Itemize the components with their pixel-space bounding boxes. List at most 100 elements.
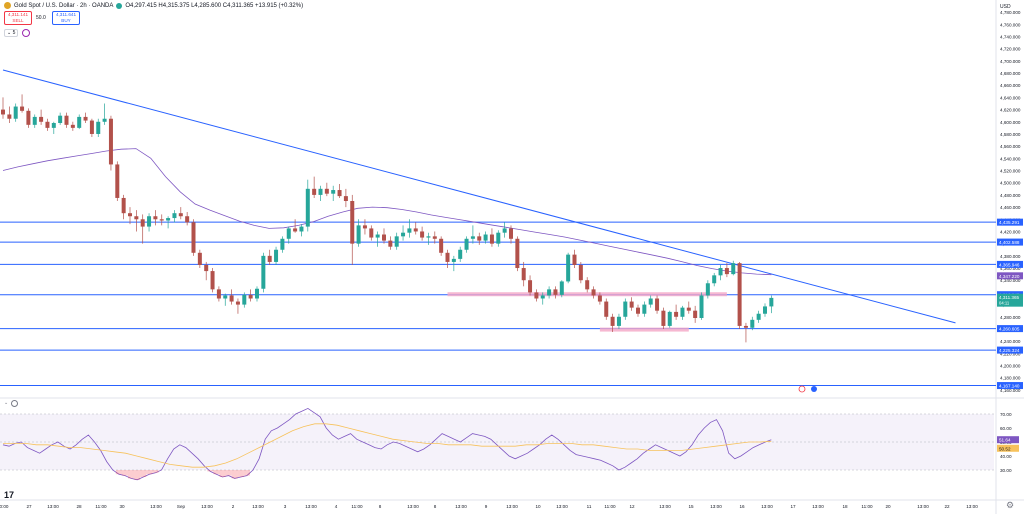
candle-body[interactable]: [204, 264, 209, 272]
candle-body[interactable]: [489, 234, 494, 244]
candle-body[interactable]: [70, 124, 75, 128]
candle-body[interactable]: [96, 121, 101, 134]
candle-body[interactable]: [178, 213, 183, 217]
candle-body[interactable]: [655, 298, 660, 311]
candle-body[interactable]: [242, 294, 247, 305]
candle-body[interactable]: [553, 289, 558, 295]
candle-body[interactable]: [763, 306, 767, 314]
candle-body[interactable]: [299, 226, 304, 232]
candle-body[interactable]: [445, 252, 450, 262]
sell-button[interactable]: 4,311.141 SELL: [4, 11, 32, 25]
candle-body[interactable]: [648, 298, 653, 305]
candle-body[interactable]: [540, 295, 545, 299]
candle-body[interactable]: [686, 307, 691, 311]
candle-body[interactable]: [566, 254, 571, 282]
candle-body[interactable]: [20, 106, 25, 111]
candle-body[interactable]: [420, 231, 425, 238]
candle-body[interactable]: [407, 228, 412, 233]
candle-body[interactable]: [51, 123, 56, 128]
candle-body[interactable]: [45, 121, 50, 128]
candle-body[interactable]: [343, 196, 348, 201]
candle-body[interactable]: [521, 268, 526, 281]
candle-body[interactable]: [591, 289, 596, 296]
candle-body[interactable]: [769, 297, 774, 307]
trend-line[interactable]: [2, 69, 956, 324]
candle-body[interactable]: [458, 249, 463, 259]
candle-body[interactable]: [718, 268, 723, 276]
candle-body[interactable]: [223, 295, 228, 299]
support-zone[interactable]: [447, 292, 727, 297]
candle-body[interactable]: [680, 307, 685, 317]
support-zone[interactable]: [599, 327, 689, 332]
candle-body[interactable]: [115, 164, 120, 198]
candle-body[interactable]: [280, 238, 285, 250]
candle-body[interactable]: [153, 216, 158, 220]
candle-body[interactable]: [496, 232, 501, 244]
candle-body[interactable]: [604, 301, 609, 317]
candle-body[interactable]: [312, 188, 317, 195]
candle-body[interactable]: [305, 188, 310, 227]
candle-body[interactable]: [629, 301, 634, 308]
candle-body[interactable]: [350, 201, 355, 244]
candle-body[interactable]: [7, 114, 12, 119]
candle-body[interactable]: [559, 281, 564, 295]
candle-body[interactable]: [667, 311, 672, 326]
candle-body[interactable]: [331, 190, 336, 194]
event-flag-icon[interactable]: [798, 385, 806, 393]
candle-body[interactable]: [337, 190, 342, 197]
candle-body[interactable]: [470, 236, 475, 239]
candle-body[interactable]: [147, 216, 152, 227]
candle-body[interactable]: [547, 289, 552, 296]
candle-body[interactable]: [216, 289, 221, 299]
candle-body[interactable]: [134, 216, 139, 220]
buy-button[interactable]: 4,311.641 BUY: [52, 11, 80, 25]
candle-body[interactable]: [426, 236, 431, 238]
candle-body[interactable]: [610, 316, 615, 326]
candle-body[interactable]: [26, 110, 31, 125]
candle-body[interactable]: [394, 236, 399, 247]
candle-body[interactable]: [185, 216, 190, 223]
rsi-chevron-icon[interactable]: ⌄: [4, 400, 9, 406]
candle-body[interactable]: [102, 118, 107, 122]
candle-body[interactable]: [401, 232, 406, 237]
candle-body[interactable]: [597, 295, 602, 302]
candle-body[interactable]: [83, 116, 88, 121]
candle-body[interactable]: [616, 316, 621, 326]
candle-body[interactable]: [197, 252, 202, 265]
candle-body[interactable]: [375, 234, 380, 238]
candle-body[interactable]: [756, 313, 761, 320]
candle-body[interactable]: [528, 280, 533, 293]
candle-body[interactable]: [89, 120, 94, 134]
candle-body[interactable]: [267, 255, 272, 262]
candle-body[interactable]: [509, 228, 513, 239]
candle-body[interactable]: [235, 301, 240, 305]
candle-body[interactable]: [382, 234, 386, 241]
candle-body[interactable]: [674, 311, 679, 317]
candle-body[interactable]: [1, 109, 5, 115]
candle-body[interactable]: [140, 219, 145, 227]
gear-icon[interactable]: ⚙: [1006, 500, 1015, 510]
candle-body[interactable]: [77, 116, 82, 128]
candle-body[interactable]: [724, 268, 729, 275]
candle-body[interactable]: [451, 258, 456, 262]
candle-body[interactable]: [623, 301, 628, 317]
candle-body[interactable]: [64, 115, 69, 125]
candle-body[interactable]: [13, 106, 18, 119]
candle-body[interactable]: [286, 228, 291, 239]
candle-body[interactable]: [534, 292, 539, 299]
candle-body[interactable]: [743, 325, 748, 328]
candle-body[interactable]: [32, 116, 37, 125]
tradingview-logo[interactable]: 17: [4, 490, 15, 500]
candle-body[interactable]: [693, 310, 698, 318]
candle-body[interactable]: [585, 280, 590, 290]
indicator-settings-icon[interactable]: [22, 29, 31, 37]
candle-body[interactable]: [578, 264, 583, 281]
candle-body[interactable]: [731, 263, 736, 275]
candle-body[interactable]: [369, 228, 374, 238]
candle-body[interactable]: [712, 275, 717, 284]
rsi-settings-icon[interactable]: [11, 400, 19, 407]
candle-body[interactable]: [58, 115, 63, 123]
candle-body[interactable]: [210, 271, 215, 290]
candle-body[interactable]: [477, 236, 482, 241]
